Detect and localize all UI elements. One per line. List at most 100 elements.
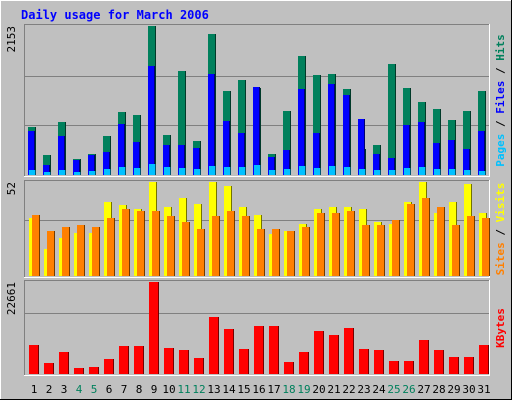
bar-sites-day-1 xyxy=(32,215,40,276)
panel-3-legend: KBytes xyxy=(494,308,507,348)
x-tick-label-day-14: 14 xyxy=(222,383,236,396)
bar-files-day-18 xyxy=(283,150,290,175)
bar-sites-day-26 xyxy=(407,204,415,276)
x-tick-label-day-11: 11 xyxy=(177,383,190,396)
x-tick-label-day-4: 4 xyxy=(76,383,83,396)
bar-hits-day-18 xyxy=(283,111,291,175)
bar-kbytes-day-7 xyxy=(119,346,129,374)
bar-sites-day-25 xyxy=(392,220,400,276)
bar-files-day-23 xyxy=(358,119,365,175)
bar-sites-day-24 xyxy=(377,225,385,276)
bar-kbytes-day-14 xyxy=(224,329,234,374)
x-tick-label-day-28: 28 xyxy=(432,383,445,396)
x-tick-label-day-16: 16 xyxy=(252,383,265,396)
bar-pages-day-8 xyxy=(134,168,141,175)
legend-hits: Hits xyxy=(494,34,507,61)
x-tick-label-day-6: 6 xyxy=(106,383,113,396)
bar-files-day-15 xyxy=(238,133,245,175)
bar-hits-day-28 xyxy=(433,109,441,175)
legend-files: Files xyxy=(494,81,507,114)
bar-sites-day-15 xyxy=(242,216,250,276)
x-tick-label-day-12: 12 xyxy=(192,383,205,396)
bar-files-day-9 xyxy=(148,66,155,175)
bar-kbytes-day-3 xyxy=(59,352,69,374)
bar-kbytes-day-27 xyxy=(419,340,429,374)
bar-sites-day-14 xyxy=(227,211,235,276)
bar-files-day-28 xyxy=(433,143,440,175)
x-tick-label-day-23: 23 xyxy=(357,383,370,396)
bar-kbytes-day-16 xyxy=(254,326,264,374)
bar-pages-day-23 xyxy=(359,169,366,175)
x-tick-label-day-29: 29 xyxy=(447,383,460,396)
bar-sites-day-11 xyxy=(182,222,190,276)
bar-pages-day-18 xyxy=(284,169,291,175)
bar-pages-day-31 xyxy=(479,171,486,175)
bar-sites-day-29 xyxy=(452,225,460,276)
bar-files-day-4 xyxy=(73,160,80,175)
panel-1-legend: Pages / Files / Hits xyxy=(494,34,507,167)
bar-files-day-24 xyxy=(373,154,380,175)
bar-files-day-12 xyxy=(193,148,200,175)
bar-files-day-11 xyxy=(178,145,185,175)
legend-visits: Visits xyxy=(494,183,507,223)
x-tick-label-day-30: 30 xyxy=(462,383,475,396)
bar-pages-day-11 xyxy=(179,168,186,175)
bar-files-day-5 xyxy=(88,155,95,175)
bar-sites-day-20 xyxy=(317,213,325,276)
bar-pages-day-13 xyxy=(209,166,216,175)
x-tick-label-day-17: 17 xyxy=(267,383,280,396)
bar-files-day-16 xyxy=(253,87,260,175)
bar-files-day-22 xyxy=(343,95,350,175)
bar-kbytes-day-10 xyxy=(164,348,174,374)
bar-files-day-26 xyxy=(403,125,410,175)
bar-files-day-7 xyxy=(118,124,125,175)
bar-sites-day-30 xyxy=(467,216,475,276)
bar-sites-day-4 xyxy=(77,225,85,276)
bar-files-day-1 xyxy=(28,131,35,175)
bar-sites-day-9 xyxy=(152,211,160,276)
x-tick-label-day-7: 7 xyxy=(121,383,128,396)
bar-files-day-31 xyxy=(478,131,485,175)
bar-pages-day-27 xyxy=(419,167,426,175)
panel-2-ymax-label: 52 xyxy=(5,182,18,195)
bar-sites-day-13 xyxy=(212,216,220,276)
legend-pages: Pages xyxy=(494,134,507,167)
x-tick-label-day-27: 27 xyxy=(417,383,430,396)
bar-kbytes-day-30 xyxy=(464,357,474,374)
x-tick-label-day-24: 24 xyxy=(372,383,386,396)
bar-kbytes-day-4 xyxy=(74,368,84,374)
bar-pages-day-30 xyxy=(464,170,471,175)
x-tick-label-day-10: 10 xyxy=(162,383,175,396)
bar-pages-day-4 xyxy=(74,172,81,175)
legend-/: / xyxy=(494,114,507,134)
bar-pages-day-5 xyxy=(89,171,96,175)
bar-hits-day-25 xyxy=(388,64,396,175)
bar-pages-day-19 xyxy=(299,166,306,175)
x-tick-label-day-25: 25 xyxy=(387,383,400,396)
x-tick-label-day-8: 8 xyxy=(136,383,143,396)
bar-sites-day-23 xyxy=(362,225,370,276)
x-tick-label-day-2: 2 xyxy=(46,383,53,396)
bar-hits-day-15 xyxy=(238,80,246,175)
bar-files-day-6 xyxy=(103,152,110,175)
bar-files-day-3 xyxy=(58,136,65,175)
bar-pages-day-22 xyxy=(344,167,351,175)
x-tick-label-day-15: 15 xyxy=(237,383,250,396)
bar-sites-day-28 xyxy=(437,207,445,276)
bar-kbytes-day-24 xyxy=(374,350,384,374)
bar-kbytes-day-5 xyxy=(89,367,99,374)
bar-pages-day-1 xyxy=(29,170,36,175)
panel-1-ymax-label: 2153 xyxy=(5,26,18,53)
bar-kbytes-day-25 xyxy=(389,361,399,374)
bar-files-day-29 xyxy=(448,140,455,175)
bar-files-day-21 xyxy=(328,84,335,175)
x-tick-label-day-9: 9 xyxy=(151,383,158,396)
panel-3-ymax-label: 22661 xyxy=(5,282,18,315)
x-tick-label-day-18: 18 xyxy=(282,383,295,396)
bar-sites-day-5 xyxy=(92,227,100,276)
bar-kbytes-day-11 xyxy=(179,350,189,374)
bar-pages-day-24 xyxy=(374,170,381,175)
chart-title: Daily usage for March 2006 xyxy=(21,8,209,22)
